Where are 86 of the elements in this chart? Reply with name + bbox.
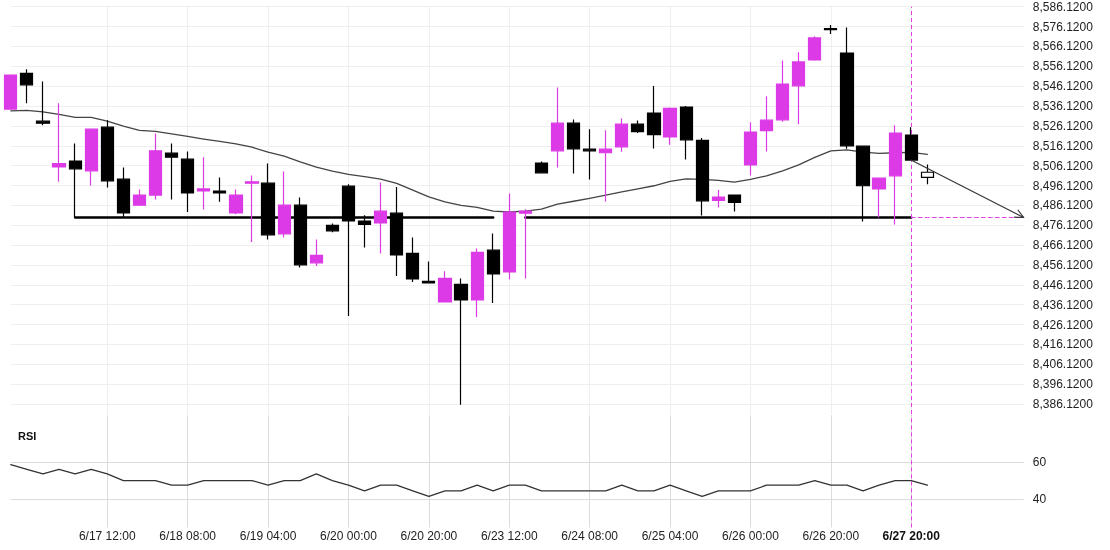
y-tick-label: 8,576.1200 [1032, 19, 1094, 34]
candlestick [727, 194, 742, 213]
y-tick-label: 8,426.1200 [1032, 317, 1094, 332]
candlestick [132, 188, 147, 207]
candlestick [791, 51, 806, 125]
candlestick [325, 222, 340, 233]
text: RSI [18, 429, 37, 442]
y-tick-label: 8,446.1200 [1032, 277, 1094, 292]
y-tick-label: 8,496.1200 [1032, 178, 1094, 193]
candlestick [196, 156, 211, 210]
candlestick [373, 181, 388, 255]
y-tick-label: 8,406.1200 [1032, 357, 1094, 372]
y-tick-label: 8,436.1200 [1032, 297, 1094, 312]
y-tick-label: 40 [1032, 492, 1047, 507]
y-tick-label: 8,456.1200 [1032, 257, 1094, 272]
candlestick [437, 270, 453, 304]
x-tick-label: 6/20 00:00 [320, 529, 378, 544]
y-tick-label: 8,586.1200 [1032, 0, 1094, 14]
candlestick [920, 163, 935, 185]
x-tick-label: 6/23 12:00 [480, 529, 538, 544]
candlestick [180, 150, 195, 213]
x-tick-label: 6/26 20:00 [802, 529, 860, 544]
candlestick [3, 74, 18, 110]
x-tick-label: 6/27 20:00 [882, 529, 941, 544]
candlestick [518, 208, 533, 280]
y-tick-label: 8,416.1200 [1032, 337, 1094, 352]
candlestick [164, 142, 179, 201]
y-tick-label: 8,506.1200 [1032, 158, 1094, 173]
candlestick [244, 174, 260, 243]
candlestick [662, 106, 678, 146]
candlestick [743, 121, 758, 177]
y-tick-label: 8,386.1200 [1032, 397, 1094, 412]
y-tick-label: 8,556.1200 [1032, 59, 1094, 74]
candlestick [453, 277, 469, 406]
line-series [10, 463, 928, 498]
candlestick [486, 232, 501, 304]
candlestick [277, 170, 292, 239]
y-tick-label: 8,396.1200 [1032, 377, 1094, 392]
y-tick-label: 8,536.1200 [1032, 99, 1094, 114]
candlestick [598, 129, 613, 203]
y-tick-label: 8,526.1200 [1032, 118, 1094, 133]
candlestick [212, 176, 227, 203]
candlestick [888, 124, 903, 226]
candlestick [871, 177, 887, 219]
candlestick [839, 26, 855, 150]
candlestick [566, 118, 581, 175]
y-tick-label: 60 [1032, 454, 1047, 469]
candlestick [550, 86, 565, 169]
candlestick [35, 80, 51, 126]
candlestick [228, 188, 244, 215]
y-tick-label: 8,476.1200 [1032, 218, 1094, 233]
candlestick [534, 160, 549, 175]
y-tick-label: 8,516.1200 [1032, 138, 1094, 153]
candlestick [823, 24, 838, 35]
candlestick [84, 128, 99, 187]
x-tick-label: 6/17 12:00 [78, 529, 136, 544]
x-tick-label: 6/25 04:00 [641, 529, 699, 544]
x-tick-label: 6/18 08:00 [159, 529, 217, 544]
x-tick-label: 6/19 04:00 [239, 529, 297, 544]
candlestick [421, 260, 436, 284]
y-tick-label: 8,486.1200 [1032, 198, 1094, 213]
candlestick [470, 247, 485, 318]
y-tick-label: 8,566.1200 [1032, 39, 1094, 54]
candlestick [904, 126, 919, 161]
line-series [10, 109, 928, 213]
candlestick [711, 189, 726, 209]
candlestick [807, 35, 822, 62]
candlestick [405, 237, 420, 283]
x-tick-label: 6/26 00:00 [722, 529, 780, 544]
candlestick [679, 105, 694, 161]
candlestick [614, 117, 629, 153]
y-tick-label: 8,466.1200 [1032, 238, 1094, 253]
candlestick [502, 192, 517, 281]
candlestick [775, 59, 790, 123]
y-tick-label: 8,546.1200 [1032, 79, 1094, 94]
candlestick [582, 128, 597, 180]
candlestick [309, 239, 324, 267]
candlestick [148, 132, 163, 201]
candlestick [51, 102, 67, 183]
candlestick [100, 119, 115, 189]
candlestick [759, 95, 774, 152]
candlestick [19, 68, 34, 104]
x-tick-label: 6/20 20:00 [400, 529, 458, 544]
candlestick [646, 85, 662, 149]
candlestick [630, 119, 645, 134]
x-tick-label: 6/24 08:00 [561, 529, 619, 544]
